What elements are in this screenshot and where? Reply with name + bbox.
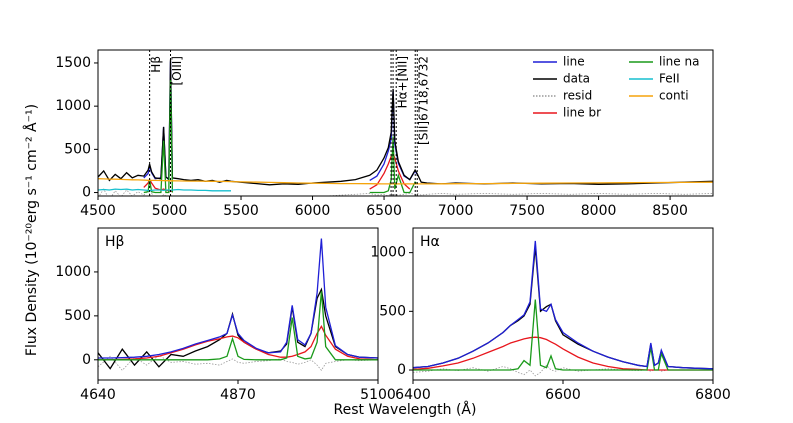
y-axis-label: Flux Density (10⁻²⁰erg s⁻¹ cm⁻² Å⁻¹) (23, 104, 40, 356)
x-tick-label: 6800 (695, 387, 731, 403)
axes-frame (412, 227, 714, 381)
series-line (413, 246, 713, 370)
x-tick-label: 4500 (80, 203, 116, 219)
plot-area (98, 238, 378, 371)
series-line (143, 152, 411, 193)
series-line (143, 61, 418, 181)
annotation-label: Hβ (149, 56, 163, 73)
legend-label: line br (563, 106, 601, 120)
x-axis-label: Rest Wavelength (Å) (334, 401, 477, 418)
legend-label: resid (563, 89, 592, 103)
x-tick-label: 4870 (220, 387, 256, 403)
panel-title: Hβ (105, 234, 124, 250)
legend-label: data (563, 72, 590, 86)
x-tick-label: 6500 (366, 203, 402, 219)
annotation-label: [SII]6718,6732 (417, 56, 431, 145)
y-tick-label: 1500 (55, 55, 91, 71)
legend-label: line na (659, 55, 699, 69)
x-tick-label: 7500 (509, 203, 545, 219)
axes-frame (97, 49, 714, 197)
series-line (413, 299, 713, 371)
annotation-label: [OIII] (170, 56, 184, 85)
x-tick-label: 8500 (652, 203, 688, 219)
series-line (98, 291, 378, 361)
legend-label: conti (659, 89, 689, 103)
y-tick-label: 1000 (55, 98, 91, 114)
x-tick-label: 5000 (152, 203, 188, 219)
x-tick-label: 5100 (360, 387, 396, 403)
y-tick-label: 500 (64, 308, 91, 324)
panel-title: Hα (420, 234, 440, 250)
y-tick-label: 0 (82, 185, 91, 201)
y-tick-label: 0 (397, 362, 406, 378)
x-tick-label: 8000 (581, 203, 617, 219)
series-line (98, 238, 378, 359)
y-tick-label: 500 (379, 303, 406, 319)
x-tick-label: 6000 (295, 203, 331, 219)
series-line (98, 188, 713, 196)
annotation-label: Hα+[NII] (396, 56, 410, 108)
plot-area (413, 240, 713, 377)
series-line (143, 80, 418, 194)
plot-area (98, 59, 713, 196)
legend-label: line (563, 55, 585, 69)
x-tick-label: 7000 (438, 203, 474, 219)
series-line (98, 188, 231, 192)
x-tick-label: 6600 (545, 387, 581, 403)
y-tick-label: 0 (82, 352, 91, 368)
series-line (98, 178, 713, 185)
y-tick-label: 500 (64, 141, 91, 157)
x-tick-label: 6400 (395, 387, 431, 403)
legend-label: FeII (659, 72, 680, 86)
y-tick-label: 1000 (370, 245, 406, 261)
series-line (413, 240, 713, 370)
x-tick-label: 5500 (223, 203, 259, 219)
series-line (98, 354, 378, 371)
series-line (98, 325, 378, 361)
x-tick-label: 4640 (80, 387, 116, 403)
y-tick-label: 1000 (55, 264, 91, 280)
